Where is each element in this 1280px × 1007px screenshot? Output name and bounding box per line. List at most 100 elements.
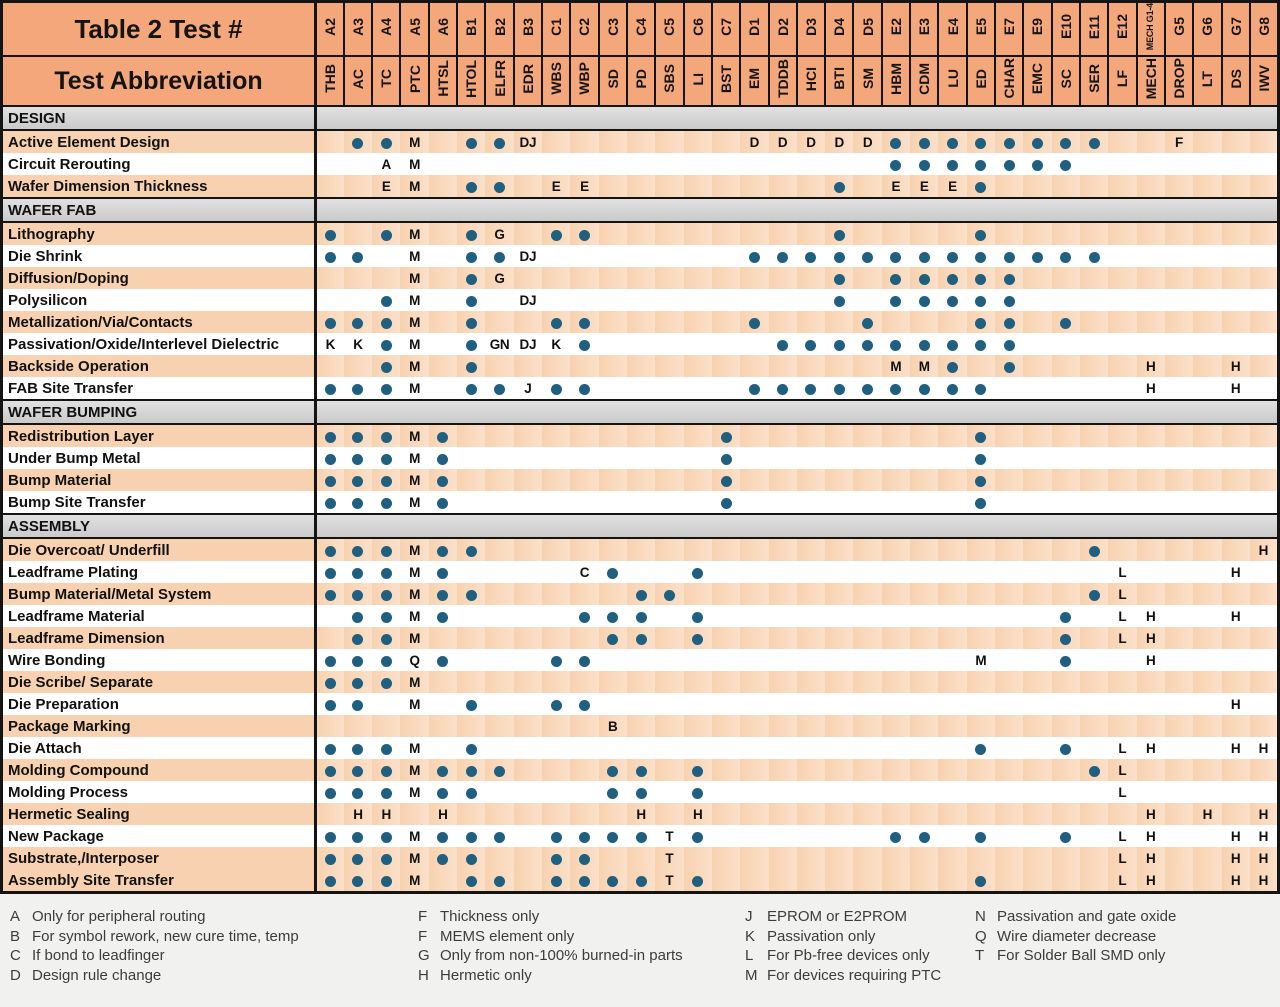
cell-metallization-via-contacts-a3	[343, 311, 373, 334]
cell-polysilicon-e10	[1051, 289, 1080, 312]
dot-marker	[465, 273, 477, 285]
cell-metallization-via-contacts-a2	[315, 311, 344, 334]
cell-assembly-site-transfer-a6	[428, 869, 458, 893]
cell-substrate-interposer-e5	[966, 847, 995, 870]
cell-leadframe-material-d5	[853, 605, 882, 628]
cell-active-element-design-g8	[1249, 130, 1279, 154]
dot-marker	[1031, 159, 1043, 171]
cell-molding-process-a2	[315, 781, 344, 804]
cell-leadframe-material-e12: L	[1108, 605, 1137, 628]
dot-marker	[918, 831, 930, 843]
dot-marker	[663, 589, 675, 601]
legend-key: A	[10, 908, 21, 926]
cell-leadframe-material-g8	[1249, 605, 1279, 628]
row-polysilicon: Polysilicon M DJ	[1, 289, 1279, 312]
col-code-text: B1	[463, 17, 480, 36]
cell-lithography-c6	[683, 222, 712, 246]
cell-fab-site-transfer-e2	[881, 377, 911, 401]
cell-bump-material-e7	[995, 469, 1024, 492]
cell-passivation-oxide-interlevel-dielectric-b2: GN	[485, 333, 514, 356]
col-abbr-text: LU	[944, 69, 961, 89]
cell-die-shrink-g7	[1221, 245, 1250, 268]
row-die-overcoat-underfill: Die Overcoat/ Underfill M H	[1, 538, 1279, 562]
cell-substrate-interposer-d4	[825, 847, 854, 870]
cell-die-shrink-e3	[910, 245, 939, 268]
cell-die-preparation-c6	[683, 693, 712, 716]
cell-backside-operation-b1	[457, 355, 486, 378]
cell-under-bump-metal-c5	[655, 447, 684, 470]
legend-key: Q	[975, 927, 987, 945]
cell-die-overcoat-underfill-d1	[740, 538, 769, 562]
dot-marker	[324, 853, 336, 865]
section-title: WAFER BUMPING	[1, 399, 317, 426]
col-code-text: D4	[831, 17, 848, 36]
cell-bump-material-c3	[598, 469, 627, 492]
cell-fab-site-transfer-g6	[1193, 377, 1222, 401]
cell-metallization-via-contacts-g6	[1193, 311, 1222, 334]
cell-die-preparation-e12	[1108, 693, 1137, 716]
cell-bump-material-metal-system-g5	[1164, 583, 1194, 606]
cell-assembly-site-transfer-mech-g1-4: H	[1136, 869, 1165, 893]
cell-circuit-rerouting-c3	[598, 153, 627, 176]
cell-package-marking-g8	[1249, 715, 1279, 738]
dot-marker	[1003, 339, 1015, 351]
cell-lithography-e10	[1051, 222, 1080, 246]
cell-molding-compound-e10	[1051, 759, 1080, 782]
cell-wafer-dimension-thickness-c7	[711, 175, 741, 199]
cell-package-marking-c3: B	[598, 715, 627, 738]
dot-marker	[380, 383, 392, 395]
cell-die-attach-c1	[542, 737, 571, 760]
cell-die-overcoat-underfill-b2	[485, 538, 514, 562]
cell-backside-operation-e9	[1023, 355, 1052, 378]
legend-key: L	[745, 947, 754, 965]
cell-die-shrink-e12	[1108, 245, 1137, 268]
cell-die-scribe-separate-a5: M	[400, 671, 429, 694]
col-code-text: C4	[633, 17, 650, 36]
cell-die-scribe-separate-e4	[938, 671, 967, 694]
cell-die-scribe-separate-e10	[1051, 671, 1080, 694]
cell-bump-material-metal-system-e3	[910, 583, 939, 606]
cell-assembly-site-transfer-e4	[938, 869, 967, 893]
cell-polysilicon-a3	[343, 289, 373, 312]
dot-marker	[1088, 137, 1100, 149]
col-abbr-char: CHAR	[993, 55, 1025, 108]
cell-polysilicon-c2	[570, 289, 599, 312]
cell-new-package-g7: H	[1221, 825, 1250, 848]
cell-wire-bonding-e4	[938, 649, 967, 672]
col-abbr-text: PTC	[406, 64, 423, 93]
cell-die-scribe-separate-g8	[1249, 671, 1279, 694]
cell-redistribution-layer-c5	[655, 424, 684, 448]
cell-assembly-site-transfer-a3	[343, 869, 373, 893]
cell-under-bump-metal-e9	[1023, 447, 1052, 470]
dot-marker	[380, 137, 392, 149]
cell-die-overcoat-underfill-b1	[457, 538, 486, 562]
cell-active-element-design-a4	[372, 130, 401, 154]
dot-marker	[1088, 251, 1100, 263]
col-abbr-ptc: PTC	[399, 55, 430, 108]
cell-leadframe-dimension-g7	[1221, 627, 1250, 650]
dot-marker	[465, 743, 477, 755]
row-bump-material: Bump Material M	[1, 469, 1279, 492]
cell-hermetic-sealing-d4	[825, 803, 854, 826]
row-label: New Package	[1, 825, 317, 848]
cell-backside-operation-g7: H	[1221, 355, 1250, 378]
cell-polysilicon-a5: M	[400, 289, 429, 312]
dot-marker	[890, 137, 902, 149]
cell-bump-material-metal-system-g7	[1221, 583, 1250, 606]
cell-molding-compound-c7	[711, 759, 741, 782]
cell-die-attach-c6	[683, 737, 712, 760]
cell-circuit-rerouting-d4	[825, 153, 854, 176]
col-abbr-text: ED	[972, 68, 989, 89]
legend-text: If bond to leadfinger	[32, 947, 165, 965]
cell-bump-site-transfer-d4	[825, 491, 854, 515]
dot-marker	[975, 159, 987, 171]
cell-assembly-site-transfer-c2	[570, 869, 599, 893]
cell-die-preparation-g5	[1164, 693, 1194, 716]
cell-die-shrink-c5	[655, 245, 684, 268]
cell-die-overcoat-underfill-c1	[542, 538, 571, 562]
cell-assembly-site-transfer-g8: H	[1249, 869, 1279, 893]
cell-redistribution-layer-e7	[995, 424, 1024, 448]
cell-under-bump-metal-g7	[1221, 447, 1250, 470]
cell-molding-process-c1	[542, 781, 571, 804]
cell-diffusion-doping-d3	[796, 267, 826, 290]
